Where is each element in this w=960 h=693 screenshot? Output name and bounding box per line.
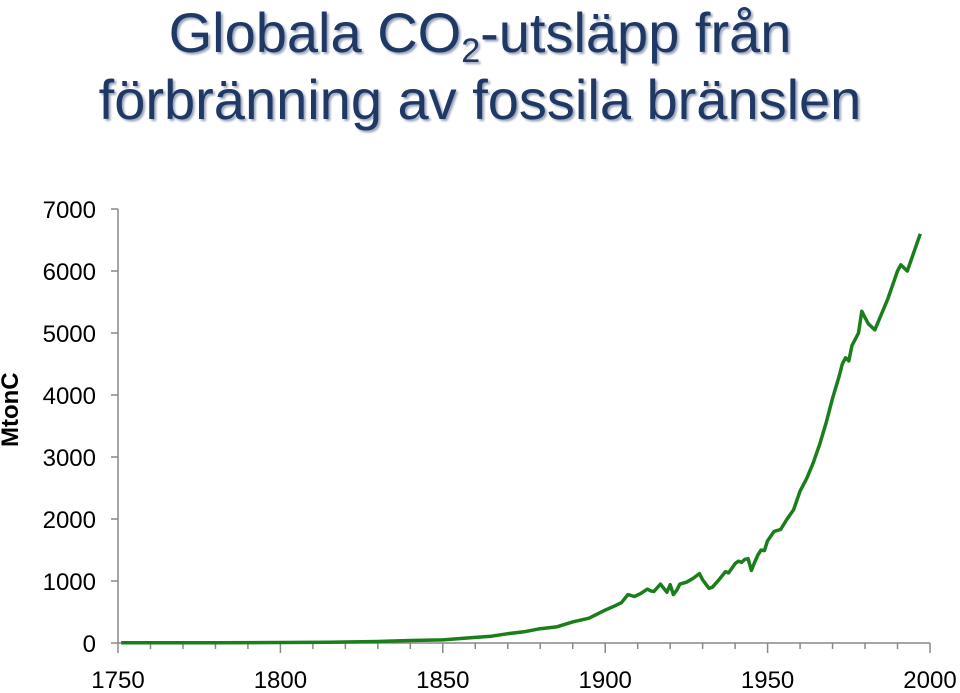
x-ticks: 1750 1800 1850 1900 1950 2000 xyxy=(91,667,956,693)
x-tick-label: 1750 xyxy=(91,667,144,693)
x-tick-label: 1850 xyxy=(416,667,469,693)
y-tick-label: 5000 xyxy=(43,321,96,348)
x-tick-label: 1800 xyxy=(254,667,307,693)
y-ticks: 0 1000 2000 3000 4000 5000 6000 7000 xyxy=(43,197,118,658)
y-tick-label: 4000 xyxy=(43,383,96,410)
y-tick-label: 1000 xyxy=(43,569,96,596)
x-tick-label: 1900 xyxy=(579,667,632,693)
y-tick-label: 0 xyxy=(83,631,96,658)
y-tick-label: 7000 xyxy=(43,197,96,224)
x-tick-label: 2000 xyxy=(903,667,956,693)
y-tick-label: 6000 xyxy=(43,259,96,286)
y-tick-label: 3000 xyxy=(43,445,96,472)
chart-title-line2: förbränning av fossila bränslen xyxy=(98,68,862,131)
axes xyxy=(117,209,931,653)
chart-title-line1: Globala CO2-utsläpp från xyxy=(168,1,792,70)
y-tick-label: 2000 xyxy=(43,507,96,534)
x-tick-label: 1950 xyxy=(741,667,794,693)
series-line xyxy=(121,233,922,645)
